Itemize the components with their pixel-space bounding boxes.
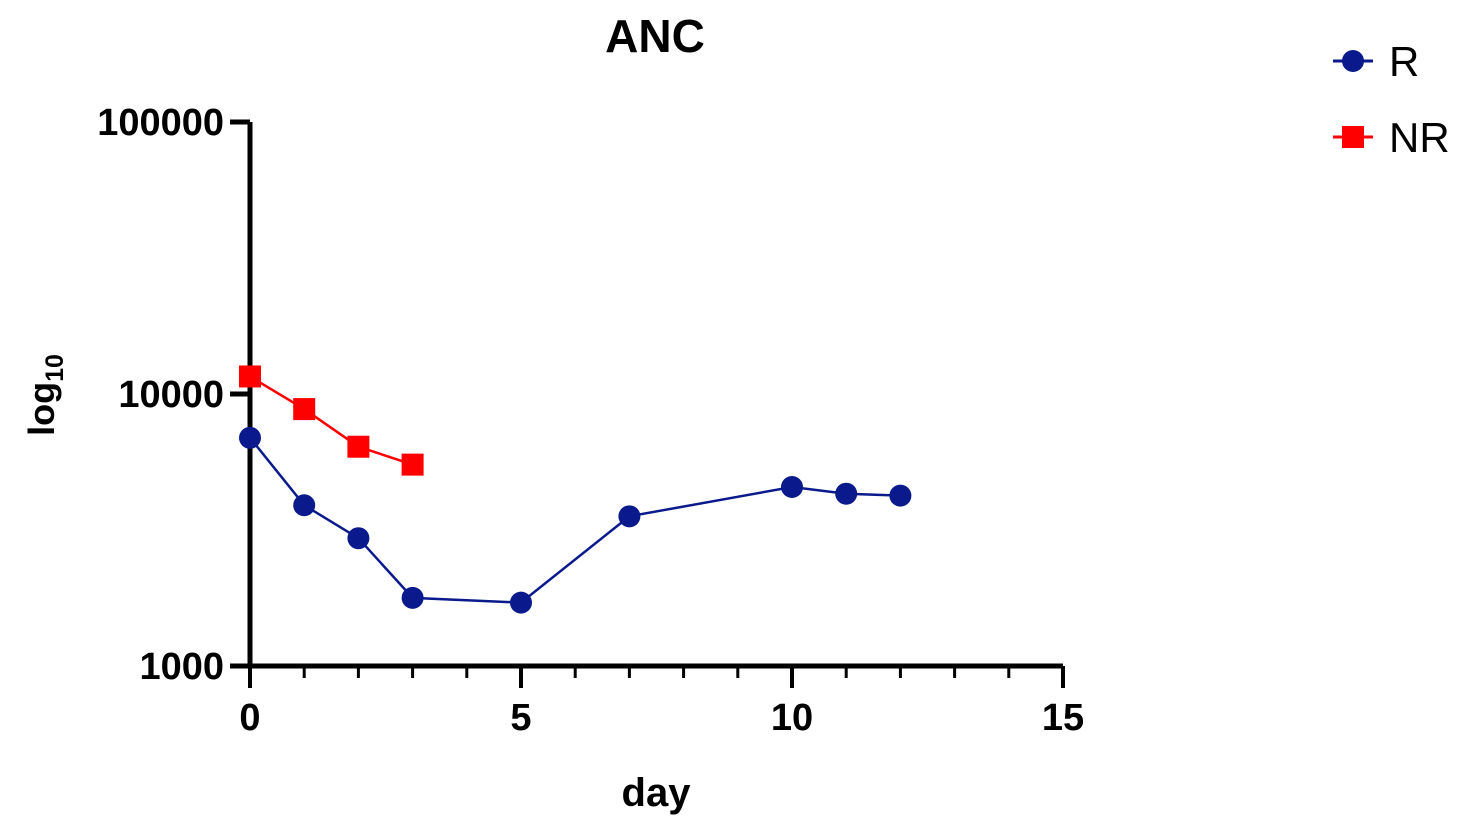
data-point-r	[293, 494, 316, 517]
legend-item-nr: NR	[1333, 114, 1450, 161]
data-point-r	[618, 505, 641, 528]
x-tick-label: 0	[239, 697, 260, 739]
y-tick-label: 1000	[139, 646, 224, 688]
y-tick-label: 100000	[97, 102, 224, 144]
legend-marker	[1342, 126, 1364, 148]
data-point-r	[239, 426, 261, 449]
legend-label: R	[1389, 38, 1419, 85]
data-point-nr	[401, 453, 424, 476]
legend: R NR	[1333, 38, 1450, 161]
legend-marker	[1342, 50, 1364, 72]
x-axis-label: day	[622, 771, 692, 815]
svg-text:log10: log10	[21, 354, 69, 436]
data-point-nr	[293, 398, 316, 421]
legend-label: NR	[1389, 114, 1450, 161]
legend-item-r: R	[1333, 38, 1419, 85]
series-layer	[239, 365, 912, 614]
x-tick-label: 5	[510, 697, 531, 739]
series-line-r	[249, 437, 901, 604]
series-r	[239, 426, 912, 614]
axes: 1000 10000 100000 0 5 10 15	[97, 102, 1084, 739]
data-point-r	[347, 527, 370, 550]
y-tick-label: 10000	[118, 374, 224, 416]
data-point-r	[889, 484, 912, 507]
data-point-nr	[239, 365, 261, 388]
x-tick-label: 15	[1042, 697, 1084, 739]
data-point-r	[835, 482, 858, 505]
y-axis-label-subscript: 10	[41, 354, 69, 382]
data-point-r	[781, 476, 803, 499]
series-line-nr	[249, 375, 413, 466]
data-point-r	[401, 586, 424, 609]
y-axis-label-main: log	[21, 382, 62, 436]
data-point-r	[510, 591, 532, 614]
data-point-nr	[347, 435, 370, 458]
x-tick-label: 10	[771, 697, 813, 739]
series-nr	[239, 365, 424, 476]
y-axis-label: log10	[21, 354, 69, 436]
chart-title: ANC	[605, 10, 705, 62]
